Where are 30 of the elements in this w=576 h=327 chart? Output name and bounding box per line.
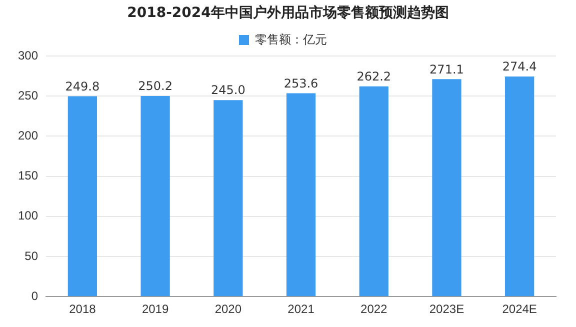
y-tick-label: 200 [18,128,38,143]
bar [214,100,243,296]
bar [140,96,170,296]
x-tick-label: 2022 [360,302,388,316]
y-tick-label: 250 [18,88,38,102]
x-tick-label: 2020 [214,302,242,316]
data-label: 262.2 [356,69,392,84]
bar [286,93,316,296]
y-tick-label: 100 [18,208,38,223]
y-tick-label: 50 [24,248,38,263]
data-label: 271.1 [430,62,464,76]
x-tick-label: 2019 [142,302,169,316]
data-label: 249.8 [65,79,100,94]
y-tick-label: 300 [18,48,38,62]
data-label: 245.0 [210,83,246,98]
bar [432,79,462,296]
data-label: 253.6 [284,76,318,90]
bar [505,76,534,296]
bar [359,86,388,296]
y-tick-label: 0 [31,288,38,303]
y-tick-label: 150 [18,168,38,183]
bar [68,96,98,296]
x-tick-label: 2024E [502,302,537,316]
x-tick-label: 2021 [288,302,315,316]
data-label: 274.4 [502,60,537,74]
data-label: 250.2 [138,79,172,94]
x-tick-label: 2018 [69,302,96,316]
chart-title: 2018-2024年中国户外用品市场零售额预测趋势图 [126,4,450,23]
x-tick-label: 2023E [429,302,464,316]
legend-label: 零售额：亿元 [255,32,327,46]
